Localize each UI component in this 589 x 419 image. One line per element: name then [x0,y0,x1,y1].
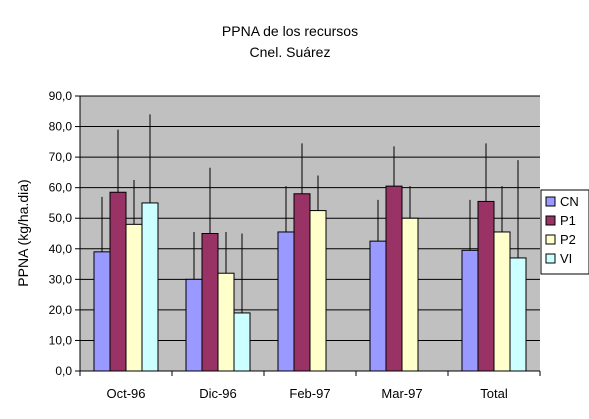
y-tick-label: 10,0 [49,333,73,347]
y-tick-label: 0,0 [55,364,72,378]
y-tick-label: 90,0 [49,89,73,103]
error-bars [101,114,519,313]
x-tick-label: Dic-96 [199,386,237,401]
legend-label: VI [560,251,572,266]
bars [93,185,527,372]
y-tick-label: 70,0 [49,150,73,164]
legend-swatch [545,253,556,264]
bar [125,223,143,372]
y-tick-label: 20,0 [49,303,73,317]
legend-label: CN [560,194,579,209]
bar [217,272,235,372]
bar [509,257,527,372]
bar [201,233,219,372]
y-tick-label: 80,0 [49,120,73,134]
x-tick-label: Mar-97 [381,386,422,401]
bar [277,231,295,372]
legend-swatch [545,196,556,207]
legend-swatch [545,234,556,245]
bar [493,231,511,372]
legend: CN P1 P2 VI [540,189,589,275]
bar [385,185,403,372]
y-tick-label: 30,0 [49,272,73,286]
bar [309,210,327,372]
y-axis-label: PPNA (kg/ha.dia) [15,179,31,286]
x-tick-label: Oct-96 [106,386,145,401]
axes [79,96,540,372]
bar [185,278,203,372]
y-tick-label: 40,0 [49,242,73,256]
bar [461,249,479,372]
bar [401,217,419,372]
legend-label: P1 [560,213,576,228]
y-axis-ticks: 0,0 10,0 20,0 30,0 40,0 50,0 60,0 70,0 80,0 90,0 [49,89,80,378]
chart-subtitle: Cnel. Suárez [250,44,331,60]
x-axis-ticks: Oct-96 Dic-96 Feb-97 Mar-97 Total [79,371,541,401]
bar [233,312,251,372]
y-tick-label: 50,0 [49,211,73,225]
bar [369,240,387,372]
x-tick-label: Total [480,386,508,401]
x-tick-label: Feb-97 [289,386,330,401]
bar [477,200,495,372]
bar [93,251,111,372]
bar [109,191,127,372]
legend-swatch [545,215,556,226]
legend-label: P2 [560,232,576,247]
y-tick-label: 60,0 [49,181,73,195]
chart-title: PPNA de los recursos [222,23,358,39]
bar [293,193,311,372]
bar [141,202,159,372]
